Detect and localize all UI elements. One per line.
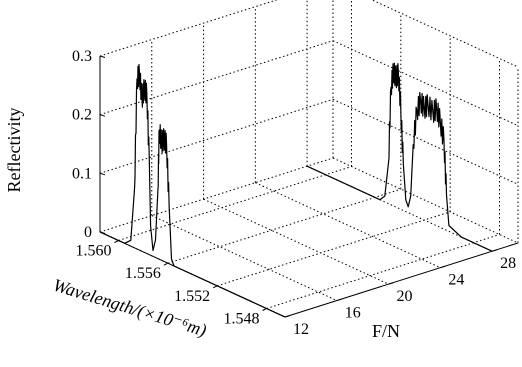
back-wall-gridline bbox=[99, 0, 278, 57]
z-tick-label: 0.1 bbox=[72, 165, 92, 182]
tick-labels: 1.548 1.552 1.556 1.560 12 16 20 24 28 0 0.1 0.2 0.3 bbox=[72, 48, 516, 338]
z-tick-label: 0.2 bbox=[72, 107, 92, 124]
z-tick-label: 0 bbox=[84, 224, 92, 241]
y-tick-label: 16 bbox=[345, 305, 361, 322]
y-tick-label: 28 bbox=[500, 255, 516, 272]
floor-gridline bbox=[266, 234, 500, 309]
y-tick-mark bbox=[284, 315, 291, 318]
y-tick-mark bbox=[388, 282, 394, 285]
floor-gridline bbox=[217, 211, 451, 287]
x-tick-mark bbox=[163, 262, 169, 266]
x-tick-label: 1.552 bbox=[174, 288, 210, 305]
x-tick-mark bbox=[114, 240, 119, 243]
y-tick-mark bbox=[440, 265, 446, 269]
y-axis-label: F/N bbox=[372, 321, 400, 341]
back-wall-gridline bbox=[99, 98, 334, 174]
z-axis-label: Reflectivity bbox=[4, 108, 24, 193]
z-tick-mark bbox=[99, 55, 106, 58]
series-line-F12 bbox=[99, 63, 286, 318]
z-tick-mark bbox=[99, 172, 106, 176]
x-tick-label: 1.548 bbox=[224, 311, 260, 328]
series-line-F28 bbox=[306, 62, 493, 252]
y-tick-mark bbox=[336, 298, 342, 302]
series-group bbox=[99, 62, 493, 318]
back-wall-gridline bbox=[99, 157, 334, 233]
y-tick-label: 20 bbox=[397, 288, 413, 305]
x-tick-label: 1.560 bbox=[76, 243, 112, 260]
grid bbox=[99, 0, 519, 318]
floor-gridline bbox=[255, 182, 441, 269]
y-axis-line bbox=[284, 242, 519, 318]
y-tick-label: 12 bbox=[293, 321, 309, 338]
z-tick-mark bbox=[99, 114, 106, 117]
y-tick-mark bbox=[491, 249, 498, 252]
floor-gridline bbox=[167, 188, 401, 264]
back-wall-gridline bbox=[99, 40, 334, 116]
floor-gridline bbox=[118, 166, 352, 241]
x-tick-label: 1.556 bbox=[125, 265, 161, 282]
side-wall-gridline bbox=[370, 0, 519, 68]
z-tick-label: 0.3 bbox=[72, 48, 92, 65]
side-wall-gridline bbox=[332, 157, 519, 244]
floor-gridline bbox=[203, 198, 389, 285]
x-axis-label: Wavelength/(×10⁻⁶m) bbox=[51, 275, 209, 342]
y-tick-label: 24 bbox=[448, 272, 464, 289]
